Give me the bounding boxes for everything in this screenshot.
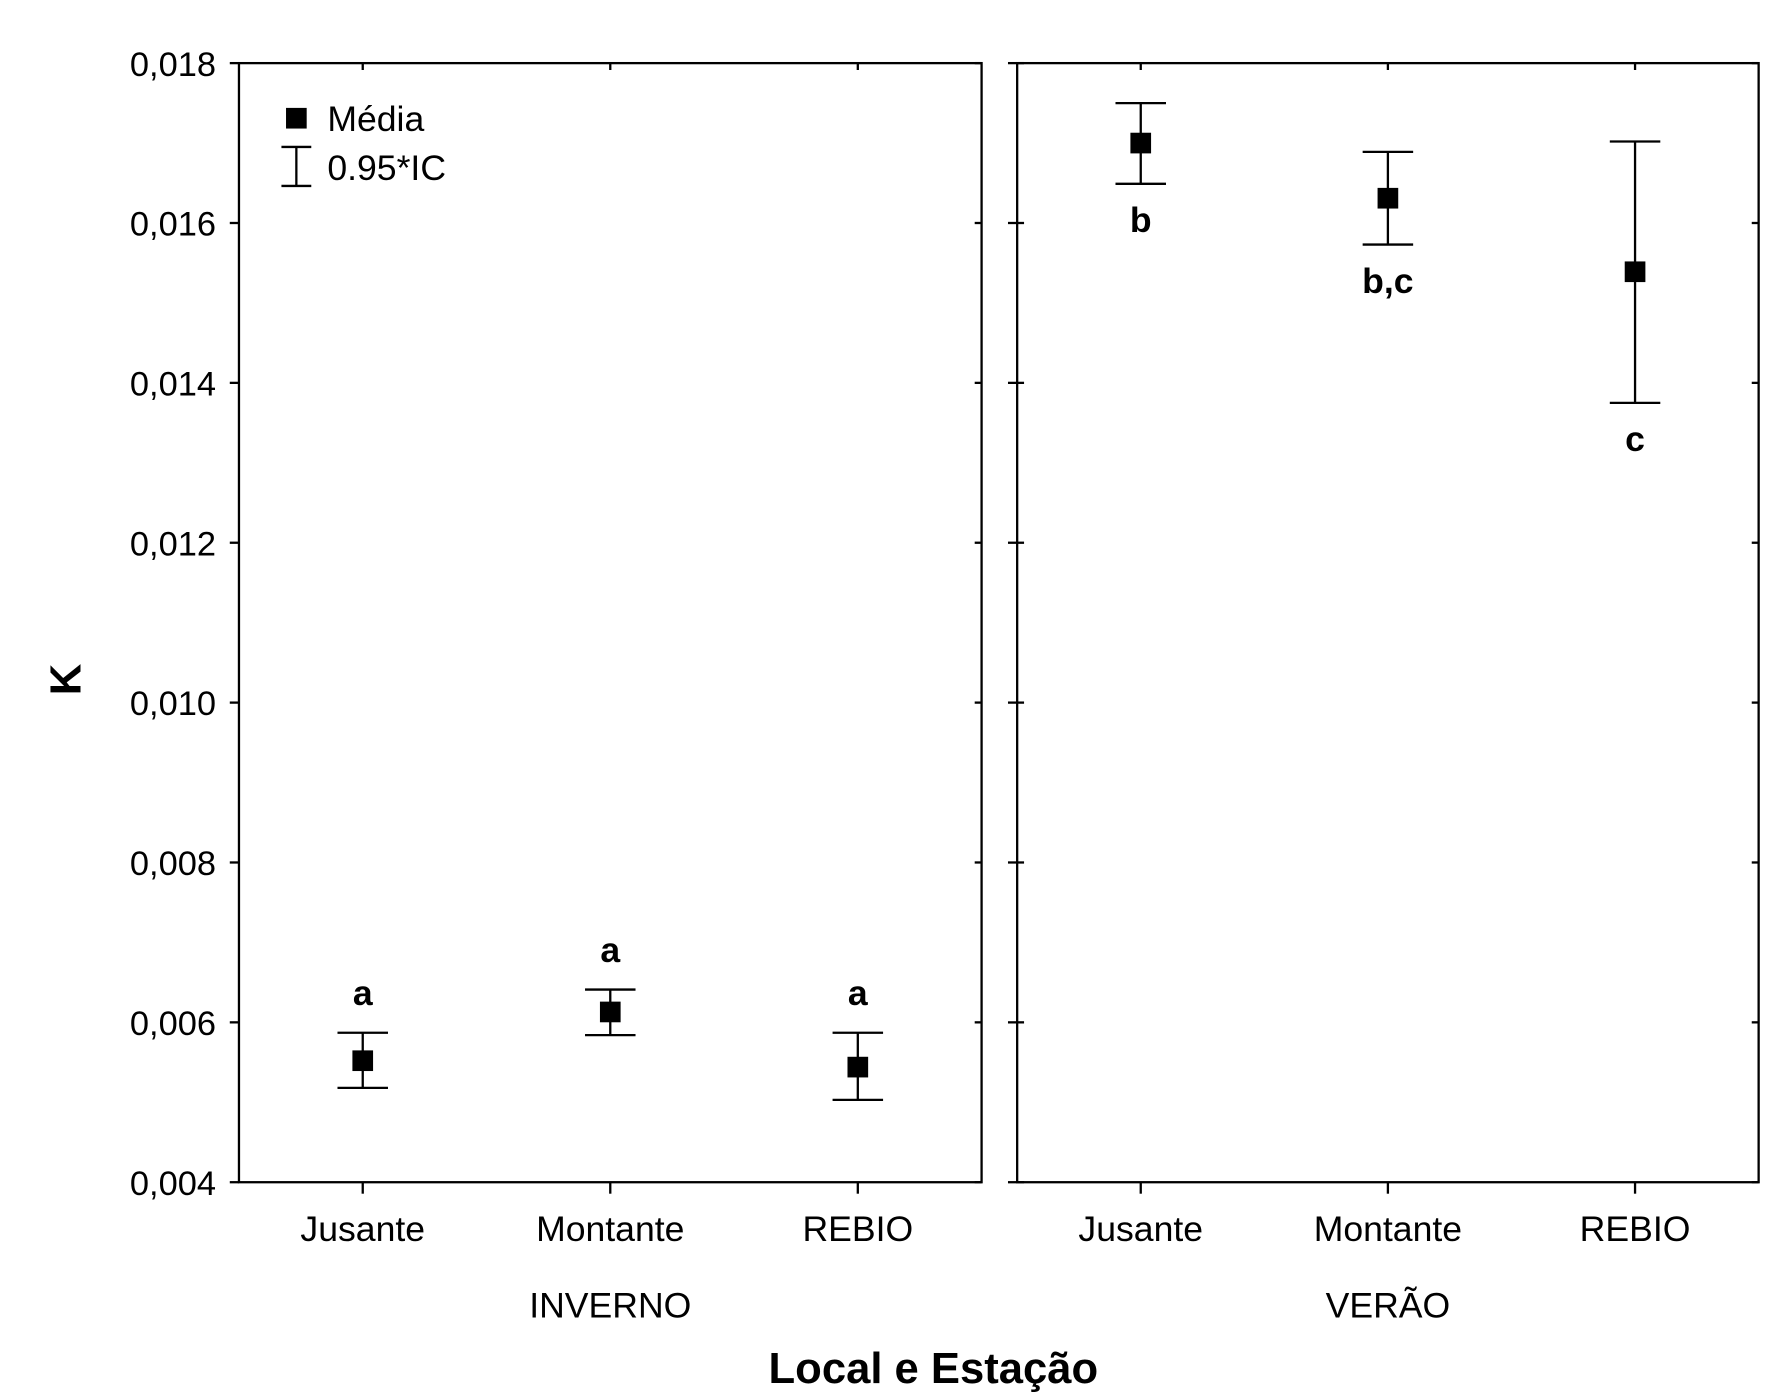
x-tick-label: REBIO [802,1209,913,1249]
y-tick-label: 0,010 [130,685,216,723]
mean-marker [1377,187,1399,209]
significance-letter: a [353,973,374,1013]
mean-marker [599,1001,621,1023]
legend-mean-label: Média [327,99,424,139]
significance-letter: b,c [1362,261,1413,301]
group-label: VERÃO [1326,1286,1451,1326]
legend-ci-label: 0.95*IC [327,148,446,188]
panels: Jusante a Montante a REBIO a INVERNO Jusante b Mo… [229,61,1760,1326]
y-tick-label: 0,004 [130,1165,216,1203]
significance-letter: a [848,973,869,1013]
x-tick-label: Jusante [300,1209,425,1249]
y-tick-label: 0,006 [130,1005,216,1043]
y-tick-label: 0,014 [130,365,216,403]
x-tick-label: Montante [1314,1209,1462,1249]
x-tick-label: REBIO [1580,1209,1691,1249]
panel-verão: Jusante b Montante b,c REBIO c VERÃO [1007,61,1760,1326]
x-axis-label: Local e Estação [769,1345,1099,1393]
mean-marker [352,1050,374,1072]
y-axis-ticks: 0,004 0,006 0,008 0,010 0,012 0,014 0,016 0,018 [130,46,216,1203]
group-label: INVERNO [529,1286,691,1326]
mean-marker [1130,132,1152,154]
legend: Média 0.95*IC [281,99,446,188]
legend-mean-marker [286,107,307,129]
legend-errorbar-icon [281,145,312,188]
y-tick-label: 0,016 [130,206,216,244]
significance-letter: b [1130,200,1152,240]
y-tick-label: 0,018 [130,46,216,84]
significance-letter: c [1625,419,1645,459]
mean-marker [1624,261,1646,283]
x-tick-label: Montante [536,1209,684,1249]
x-tick-label: Jusante [1078,1209,1203,1249]
y-tick-label: 0,008 [130,845,216,883]
y-tick-label: 0,012 [130,525,216,563]
panel-inverno: Jusante a Montante a REBIO a INVERNO [229,61,983,1326]
y-axis-label: K [43,663,91,695]
significance-letter: a [600,930,621,970]
mean-marker [847,1056,869,1078]
